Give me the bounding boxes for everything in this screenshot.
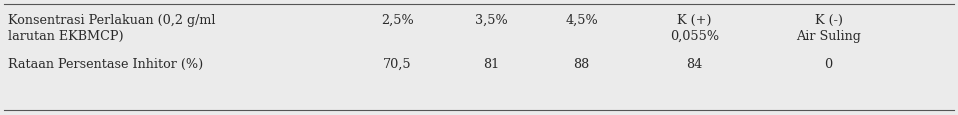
Text: Rataan Persentase Inhitor (%): Rataan Persentase Inhitor (%) bbox=[8, 58, 203, 70]
Text: 88: 88 bbox=[574, 58, 589, 70]
Text: K (-)
Air Suling: K (-) Air Suling bbox=[796, 14, 861, 43]
Text: 2,5%: 2,5% bbox=[381, 14, 414, 27]
Text: 70,5: 70,5 bbox=[383, 58, 412, 70]
Text: 4,5%: 4,5% bbox=[565, 14, 598, 27]
Text: 3,5%: 3,5% bbox=[475, 14, 508, 27]
Text: Konsentrasi Perlakuan (0,2 g/ml
larutan EKBMCP): Konsentrasi Perlakuan (0,2 g/ml larutan … bbox=[8, 14, 216, 43]
Text: 0: 0 bbox=[825, 58, 833, 70]
Text: 81: 81 bbox=[484, 58, 499, 70]
Text: K (+)
0,055%: K (+) 0,055% bbox=[670, 14, 719, 43]
Text: 84: 84 bbox=[687, 58, 702, 70]
